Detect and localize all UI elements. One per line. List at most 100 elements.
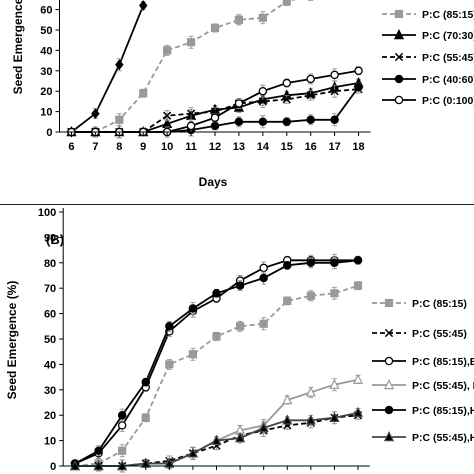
panel-b-data-point: [141, 377, 150, 387]
panel-b-y-axis-label: Seed Emergence (%): [5, 281, 19, 400]
panel-a-y-axis-label: Seed Emergence: [11, 0, 25, 94]
panel-a-data-point: [163, 46, 172, 55]
panel-b-data-point: [117, 410, 127, 420]
panel-a-legend: P:C (85:15) P:C (70:30) P:C (55:45) P:C (40…: [382, 9, 474, 107]
panel-a-data-point: [330, 115, 339, 125]
panel-b-series-p-c-55-45-hf: [69, 406, 364, 473]
panel-b-data-point: [353, 281, 363, 290]
panel-b-y-tick-label: 40: [44, 359, 56, 371]
panel-a-series-p-c-85-15: [67, 0, 314, 138]
panel-a-data-point: [282, 78, 292, 88]
panel-a-legend-marker: [394, 74, 404, 84]
panel-a-x-tick-label: 9: [140, 141, 146, 153]
panel-b-series-p-c-55-45-bf: [69, 373, 364, 473]
panel-b-data-point: [235, 432, 246, 443]
panel-b-data-point: [212, 332, 221, 341]
panel-a-data-point: [210, 121, 220, 131]
panel-b-data-point: [330, 258, 339, 268]
panel-b-data-point: [118, 446, 127, 455]
panel-a-legend-label: P:C (0:100): [422, 95, 474, 107]
panel-a-data-point: [234, 117, 244, 127]
panel-b-label: (B): [46, 232, 64, 247]
panel-b-legend-label: P:C (55:45),HF: [412, 432, 474, 444]
panel-a-data-point: [354, 82, 363, 92]
panel-b-legend-label: P:C (55:45), BF: [412, 380, 474, 392]
panel-a-x-tick-label: 17: [328, 141, 340, 153]
panel-b-legend-marker: [384, 405, 394, 415]
panel-b-data-point: [306, 258, 316, 268]
panel-b-legend-marker: [384, 298, 394, 308]
panel-b-data-point: [235, 281, 245, 290]
panel-a-data-point: [186, 38, 196, 47]
panel-a-series-curve-0: [67, 0, 148, 138]
panel-a-x-tick-label: 6: [68, 141, 74, 153]
panel-b-data-point: [329, 411, 340, 422]
panel-b-y-tick-label: 50: [44, 334, 56, 346]
panel-a-legend-marker: [394, 95, 404, 105]
panel-a-data-point: [306, 74, 315, 84]
panel-b-data-point: [305, 386, 316, 397]
panel-a-x-tick-label: 18: [352, 141, 364, 153]
panel-a-data-point: [258, 117, 268, 127]
panel-a-legend-label: P:C (85:15): [422, 9, 474, 21]
panel-b-data-point: [94, 446, 103, 456]
panel-a-data-point: [282, 117, 292, 127]
panel-b-y-tick-label: 10: [44, 436, 56, 448]
panel-b-y-tick-label: 20: [44, 410, 56, 422]
panel-a-x-tick-label: 12: [209, 141, 221, 153]
panel-b-data-point: [188, 350, 198, 359]
panel-b-data-point: [117, 421, 127, 430]
panel-b-legend-label: P:C (85:15),HF: [412, 405, 474, 417]
panel-b-data-point: [353, 256, 363, 265]
panel-b-y-tick-label: 70: [44, 283, 56, 295]
panel-a-y-tick-label: 20: [40, 86, 52, 98]
panel-a-data-point: [138, 0, 148, 11]
panel-b-data-point: [212, 289, 221, 298]
panel-b-data-point: [259, 273, 268, 283]
panel-a-data-point: [115, 115, 124, 124]
panel-b-legend-label: P:C (85:15): [412, 298, 467, 310]
panel-b-data-point: [165, 360, 174, 369]
panel-b-data-point: [235, 322, 245, 331]
panel-a-data-point: [354, 66, 363, 76]
panel-a-legend-marker: [394, 9, 404, 19]
panel-b-data-point: [283, 261, 292, 270]
panel-a-legend-marker: [394, 52, 404, 62]
panel-a-data-point: [210, 113, 220, 122]
panel-a-x-tick-label: 14: [257, 141, 270, 153]
panel-a-data-point: [234, 99, 244, 108]
panel-a-data-point: [186, 109, 196, 118]
panel-a: 0 10 20 30 40 50 60 6 7 8 9 10 11 12 13 14 15 16 17 18 Days…: [11, 0, 474, 189]
panel-a-data-point: [91, 108, 100, 120]
panel-a-data-point: [330, 70, 339, 80]
panel-a-x-axis-label: Days: [199, 175, 228, 189]
panel-a-legend-label: P:C (40:60): [422, 74, 474, 86]
panel-a-data-point: [282, 95, 291, 104]
panel-b-y-tick-label: 80: [44, 258, 56, 270]
panel-b-legend-label: P:C (55:45): [412, 328, 467, 340]
panel-a-y-tick-label: 30: [40, 66, 52, 78]
panel-a-y-tick-label: 60: [40, 5, 52, 17]
panel-b-data-point: [258, 421, 269, 433]
panel-b-data-point: [352, 373, 364, 384]
panel-b-data-point: [259, 263, 268, 273]
panel-b-legend-label: P:C (85:15),BF: [412, 356, 474, 368]
panel-a-data-point: [258, 97, 267, 106]
panel-a-data-point: [282, 0, 291, 6]
panel-b-data-point: [283, 296, 292, 305]
panel-a-legend-label: P:C (55:45): [422, 52, 474, 64]
panel-b: 0 10 20 30 40 50 60 70 80 90 100 (B) Seed Emergenc…: [5, 207, 474, 473]
panel-b-y-tick-label: 30: [44, 385, 56, 397]
panel-a-data-point: [234, 15, 244, 24]
panel-a-legend-label: P:C (70:30): [422, 30, 474, 42]
panel-b-data-point: [211, 434, 222, 445]
panel-b-y-tick-label: 0: [50, 461, 56, 473]
panel-b-data-point: [187, 447, 198, 458]
panel-b-legend: P:C (85:15) P:C (55:45) P:C (85:15),BF P:C …: [372, 298, 474, 444]
panel-b-data-point: [259, 319, 268, 328]
panel-a-data-point: [306, 91, 315, 100]
panel-a-data-point: [330, 87, 339, 96]
panel-b-legend-marker: [384, 356, 394, 366]
panel-a-x-tick-label: 11: [185, 141, 197, 153]
panel-b-series: [69, 253, 364, 473]
